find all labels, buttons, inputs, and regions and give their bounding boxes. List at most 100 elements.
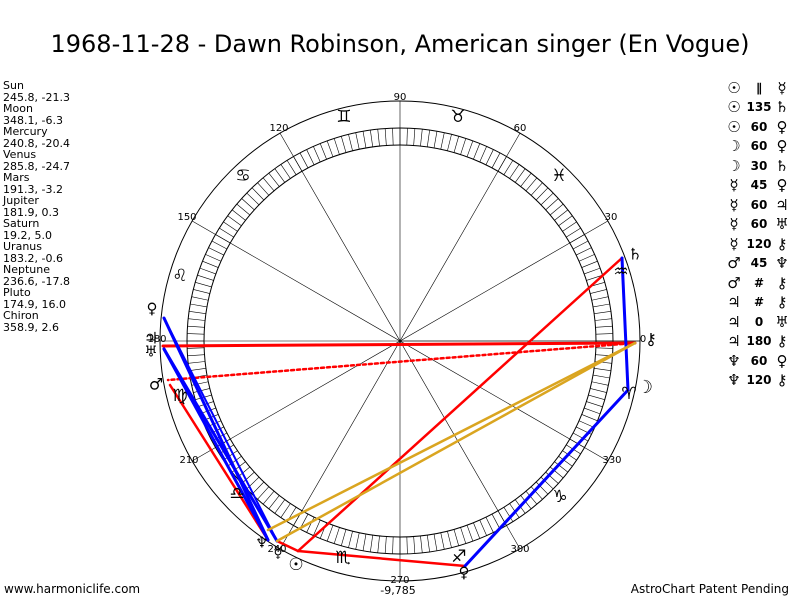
degree-tick xyxy=(189,367,206,371)
planet-glyph: ♅ xyxy=(775,312,789,331)
degree-tick xyxy=(306,149,315,165)
degree-tick xyxy=(584,407,601,415)
aspect-value: ∥ xyxy=(756,80,762,95)
degree-tick xyxy=(187,325,205,328)
degree-tick xyxy=(485,517,494,533)
planet-glyph: ♃ xyxy=(775,195,789,214)
degree-tick xyxy=(348,134,353,151)
planet-position: 183.2, -0.6 xyxy=(3,251,63,265)
degree-tick xyxy=(426,535,430,552)
pisces-icon: ♓ xyxy=(551,166,566,186)
mars-icon: ♂ xyxy=(149,375,163,394)
aspect-value: 60 xyxy=(750,217,768,232)
planet-glyph: ☿ xyxy=(729,195,739,214)
degree-tick xyxy=(420,535,423,553)
degree-tick xyxy=(540,192,554,206)
degree-tick xyxy=(257,486,270,500)
planet-glyph: ♆ xyxy=(775,254,789,273)
planet-glyph: ♃ xyxy=(727,293,741,312)
planet-glyphs: ☉ ☽ ☿ ♀ ♂ ♃ ♄ ♅ ♆ ♀ ⚷ xyxy=(144,245,657,582)
cancer-icon: ♋ xyxy=(235,166,250,186)
degree-tick xyxy=(246,192,260,206)
degree-tick xyxy=(586,401,603,408)
planet-glyph: ☉ xyxy=(727,98,741,117)
degree-tick xyxy=(576,247,592,256)
aspect-line-sextile xyxy=(162,316,270,542)
degree-tick xyxy=(562,450,577,461)
aspect-row: ♆ 60 ♀ xyxy=(722,351,800,371)
degree-tick xyxy=(197,274,214,281)
degree-tick xyxy=(362,131,367,149)
planet-position: 348.1, -6.3 xyxy=(3,113,63,127)
degree-tick xyxy=(187,354,205,357)
degree-tick xyxy=(262,490,275,505)
aspect-row: ♃ 0 ♅ xyxy=(722,312,800,332)
degree-tick xyxy=(208,247,224,256)
aspect-row: ☉ ∥ ☿ xyxy=(722,78,800,98)
footer-website-link[interactable]: www.harmoniclife.com xyxy=(4,582,141,596)
planet-glyph: ♀ xyxy=(776,351,788,370)
degree-tick xyxy=(333,138,340,155)
planet-glyph: ☿ xyxy=(729,234,739,253)
degree-tick xyxy=(187,333,205,335)
degree-tick xyxy=(205,254,222,262)
degree-label: 30 xyxy=(605,212,618,223)
aspect-row: ☿ 60 ♅ xyxy=(722,215,800,235)
degree-tick xyxy=(406,536,408,554)
degree-tick xyxy=(280,164,291,179)
planet-glyph: ♆ xyxy=(727,371,741,390)
degree-tick xyxy=(341,136,347,153)
degree-tick xyxy=(392,128,394,146)
degree-tick xyxy=(187,347,205,349)
degree-tick xyxy=(595,347,613,349)
planet-name: Sun xyxy=(3,79,24,92)
uranus-icon: ♅ xyxy=(144,343,157,361)
degree-tick xyxy=(190,303,208,308)
degree-tick xyxy=(319,143,327,160)
planet-glyph: ♅ xyxy=(775,215,789,234)
aspect-value: 60 xyxy=(750,197,768,212)
degree-tick xyxy=(479,519,487,536)
degree-tick xyxy=(594,367,611,371)
planet-position: 19.2, 5.0 xyxy=(3,228,52,242)
planet-position: 358.9, 2.6 xyxy=(3,320,59,334)
degree-tick xyxy=(479,146,487,163)
planet-glyph: ⚷ xyxy=(776,332,788,351)
aspect-line-semisquare xyxy=(296,549,467,568)
chart-title: 1968-11-28 - Dawn Robinson, American sin… xyxy=(50,30,750,58)
aspect-line-square xyxy=(296,256,624,553)
degree-tick xyxy=(535,187,549,201)
planet-position: 181.9, 0.3 xyxy=(3,205,59,219)
planet-position: 236.6, -17.8 xyxy=(3,274,70,288)
house-cusp-lines xyxy=(160,101,640,581)
degree-tick xyxy=(191,296,209,301)
planet-name: Moon xyxy=(3,102,33,115)
degree-tick xyxy=(223,450,238,461)
degree-tick xyxy=(406,128,408,146)
degree-tick xyxy=(392,536,394,554)
degree-tick xyxy=(590,388,607,393)
degree-tick xyxy=(503,160,514,175)
aspect-line-semisquare xyxy=(168,383,270,542)
degree-tick xyxy=(274,168,286,183)
planet-glyph: ☉ xyxy=(727,78,741,97)
degree-tick xyxy=(227,455,242,467)
sun-icon: ☉ xyxy=(288,555,303,575)
planet-glyph: ♀ xyxy=(776,137,788,156)
aries-icon: ♈ xyxy=(621,384,636,404)
degree-tick xyxy=(299,152,309,169)
zodiac-glyphs: ♈ ♉ ♊ ♋ ♌ ♍ ♎ ♏ ♐ ♑ ♒ ♓ xyxy=(172,107,636,568)
aspect-lines xyxy=(161,256,637,568)
planet-name: Mercury xyxy=(3,125,48,138)
degree-label: 0 xyxy=(640,334,646,345)
planet-glyph: ⚷ xyxy=(776,273,788,292)
planet-glyph: ♂ xyxy=(727,254,741,273)
aspect-row: ♂ # ⚷ xyxy=(722,273,800,293)
degree-label: 120 xyxy=(269,123,288,134)
aspect-value: 45 xyxy=(750,256,768,271)
aquarius-icon: ♒ xyxy=(613,262,628,282)
degree-tick xyxy=(578,420,595,428)
degree-tick xyxy=(540,476,554,490)
degree-tick xyxy=(460,527,467,544)
